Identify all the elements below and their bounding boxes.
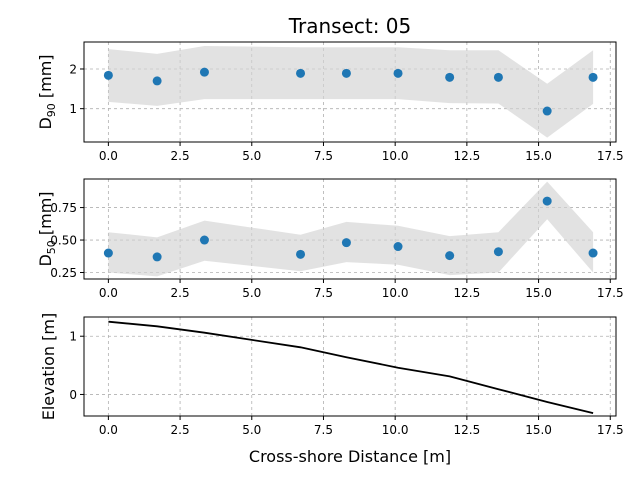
x-tick-label: 17.5 xyxy=(597,149,624,163)
y-tick-label: 0.25 xyxy=(50,266,77,280)
x-tick-label: 0.0 xyxy=(99,149,118,163)
data-point xyxy=(445,251,455,261)
data-point xyxy=(341,68,351,78)
y-tick-label: 0.50 xyxy=(50,234,77,248)
x-tick-label: 5.0 xyxy=(242,423,261,437)
x-tick-label: 15.0 xyxy=(525,149,552,163)
x-tick-label: 7.5 xyxy=(314,149,333,163)
axes-frame xyxy=(83,41,617,143)
panel-d90: 0.0 2.5 5.0 7.5 10.0 12.5 15.0 17.5 1 2 D90 [mm] xyxy=(36,41,624,163)
y-tick-label: 1 xyxy=(69,102,77,116)
elevation-line xyxy=(108,320,594,414)
x-axis-label: Cross-shore Distance [m] xyxy=(249,447,451,466)
data-point xyxy=(296,68,306,78)
data-point xyxy=(152,252,162,262)
x-tick-label: 0.0 xyxy=(99,423,118,437)
chart-title: Transect: 05 xyxy=(288,14,412,38)
x-tick-label: 15.0 xyxy=(525,423,552,437)
y-tick-label: 2 xyxy=(69,62,77,76)
y-axis-label-d90: D90 [mm] xyxy=(36,54,58,129)
x-tick-label: 5.0 xyxy=(242,149,261,163)
x-tick-label: 10.0 xyxy=(382,286,409,300)
x-tick-label: 0.0 xyxy=(99,286,118,300)
x-tick-label: 15.0 xyxy=(525,286,552,300)
y-tick-label: 0 xyxy=(69,388,77,402)
panel-d50: 0.0 2.5 5.0 7.5 10.0 12.5 15.0 17.5 0.25 0.50 0.75… xyxy=(36,178,624,300)
data-point xyxy=(152,76,162,86)
data-point xyxy=(103,248,113,258)
x-tick-label: 2.5 xyxy=(171,423,190,437)
y-axis-label-d50: D50 [mm] xyxy=(36,191,58,266)
axes-frame xyxy=(83,178,617,280)
data-point xyxy=(199,67,209,77)
x-tick-label: 10.0 xyxy=(382,149,409,163)
uncertainty-band xyxy=(108,46,594,138)
data-point xyxy=(445,72,455,82)
data-point xyxy=(542,106,552,116)
data-point xyxy=(103,70,113,80)
x-tick-label: 17.5 xyxy=(597,423,624,437)
x-tick-label: 2.5 xyxy=(171,286,190,300)
data-point xyxy=(493,72,503,82)
x-tick-label: 5.0 xyxy=(242,286,261,300)
axes-frame xyxy=(83,316,617,417)
uncertainty-band xyxy=(108,181,594,277)
y-axis-label-elevation: Elevation [m] xyxy=(39,313,58,420)
x-tick-label: 12.5 xyxy=(454,286,481,300)
data-point xyxy=(493,247,503,257)
data-point xyxy=(542,196,552,206)
x-tick-label: 10.0 xyxy=(382,423,409,437)
data-point xyxy=(199,235,209,245)
data-point xyxy=(393,68,403,78)
y-tick-label: 0.75 xyxy=(50,201,77,215)
data-point xyxy=(588,248,598,258)
data-point xyxy=(588,72,598,82)
x-tick-label: 7.5 xyxy=(314,286,333,300)
x-tick-label: 2.5 xyxy=(171,149,190,163)
x-tick-label: 12.5 xyxy=(454,149,481,163)
x-tick-label: 7.5 xyxy=(314,423,333,437)
data-point xyxy=(296,249,306,259)
panel-elevation: 0.0 2.5 5.0 7.5 10.0 12.5 15.0 17.5 0 1 Elevation … xyxy=(39,313,624,437)
x-tick-label: 12.5 xyxy=(454,423,481,437)
y-tick-label: 1 xyxy=(69,330,77,344)
x-tick-label: 17.5 xyxy=(597,286,624,300)
data-point xyxy=(341,238,351,248)
data-point xyxy=(393,242,403,252)
